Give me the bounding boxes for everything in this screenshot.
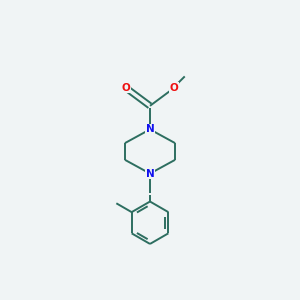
Text: O: O bbox=[170, 83, 178, 93]
Text: N: N bbox=[146, 124, 154, 134]
Text: O: O bbox=[122, 83, 130, 93]
Text: N: N bbox=[146, 169, 154, 178]
